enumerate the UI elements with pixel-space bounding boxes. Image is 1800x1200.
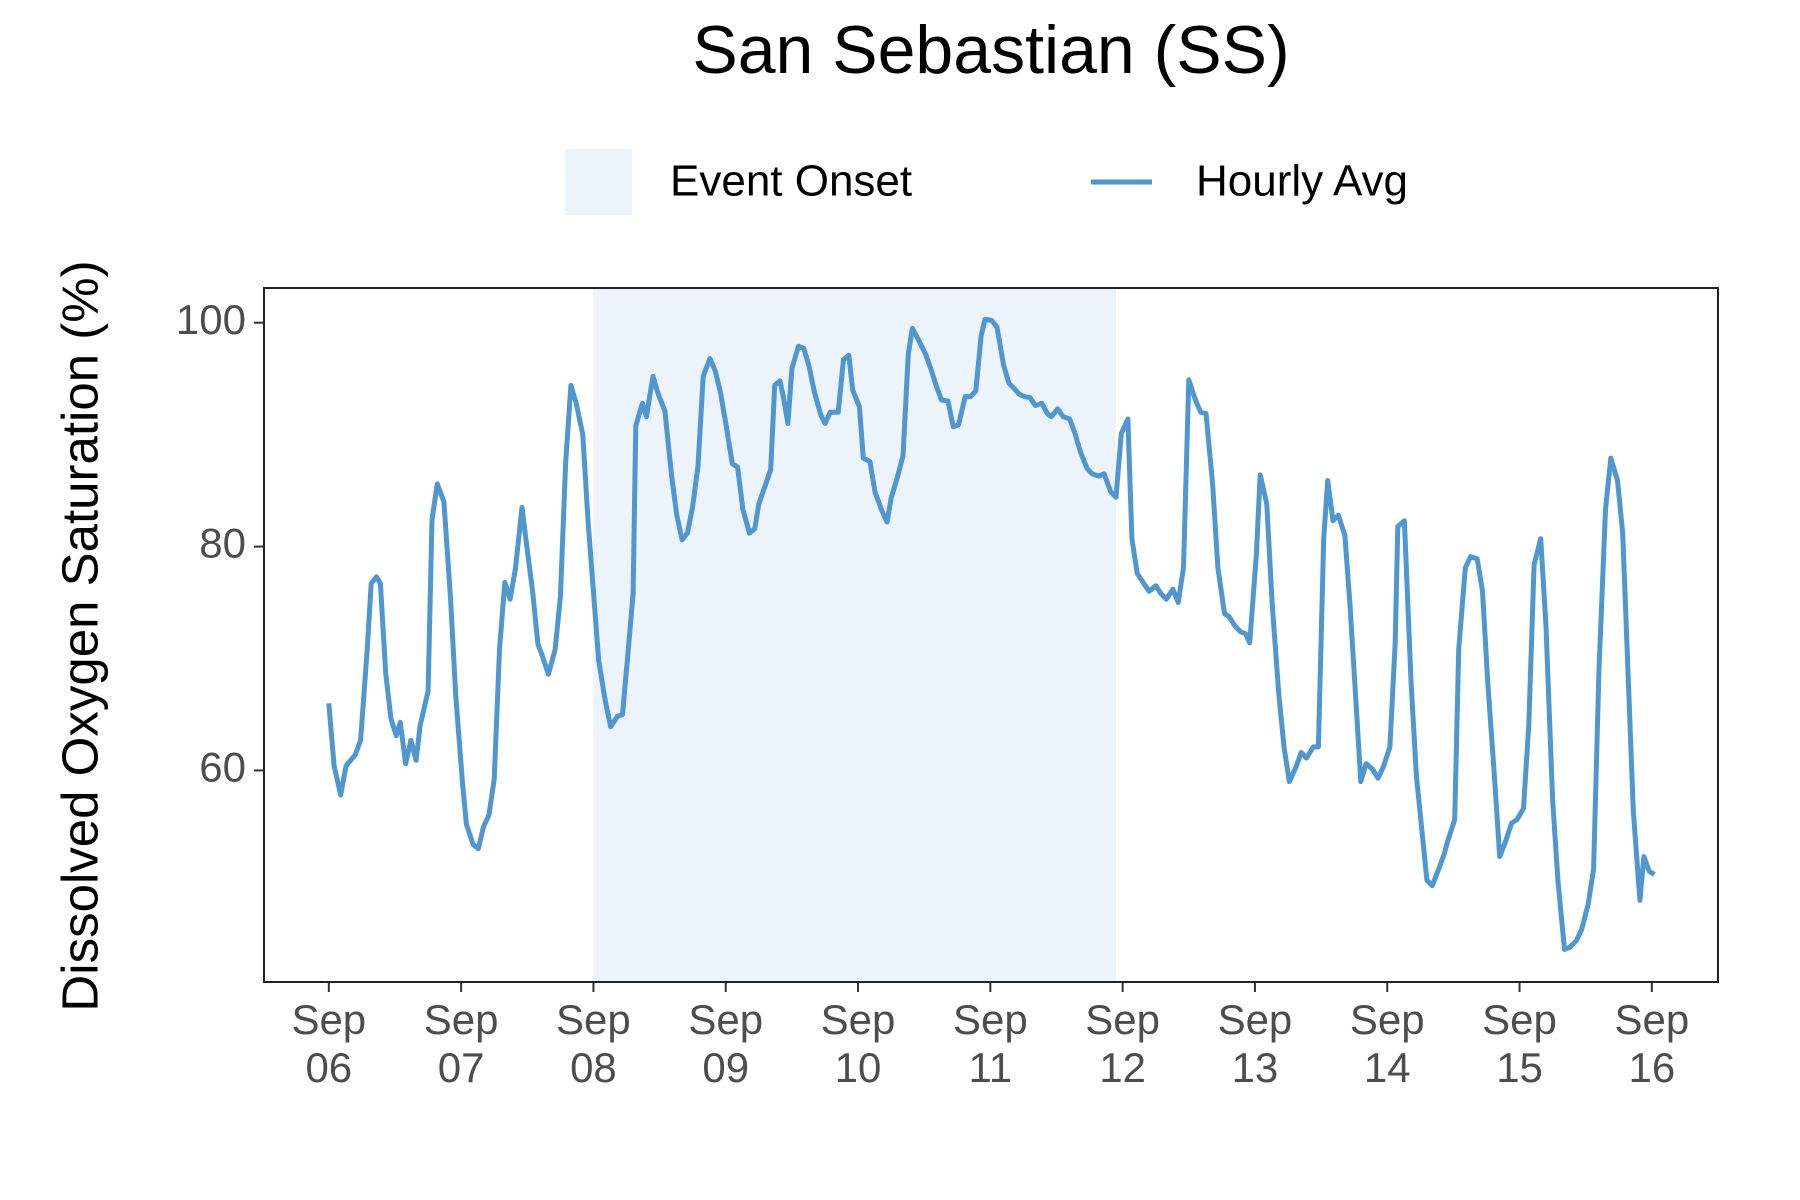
legend-label: Event Onset [670, 157, 912, 206]
y-tick-label: 60 [199, 744, 246, 791]
x-tick-label: Sep 12 [1085, 996, 1160, 1092]
x-tick-label: Sep 16 [1614, 996, 1690, 1092]
x-tick-label: Sep 11 [952, 996, 1028, 1092]
event-onset-band [593, 288, 1117, 982]
x-tick-label: Sep 14 [1349, 996, 1425, 1092]
y-tick-label: 100 [176, 296, 246, 343]
data-line [326, 316, 1656, 952]
legend-label: Hourly Avg [1196, 157, 1408, 206]
legend-swatch [565, 149, 632, 215]
x-tick-label: Sep 09 [688, 996, 764, 1092]
x-tick-label: Sep 08 [556, 996, 631, 1092]
chart-title: San Sebastian (SS) [692, 12, 1289, 88]
y-tick-label: 80 [199, 520, 246, 567]
y-axis-title: Dissolved Oxygen Saturation (%) [51, 260, 108, 1011]
x-tick-label: Sep 13 [1217, 996, 1293, 1092]
x-tick-label: Sep 06 [291, 996, 367, 1092]
x-tick-label: Sep 10 [820, 996, 896, 1092]
x-tick-label: Sep 07 [423, 996, 499, 1092]
plot-border [263, 287, 1719, 983]
x-tick-label: Sep 15 [1482, 996, 1557, 1092]
